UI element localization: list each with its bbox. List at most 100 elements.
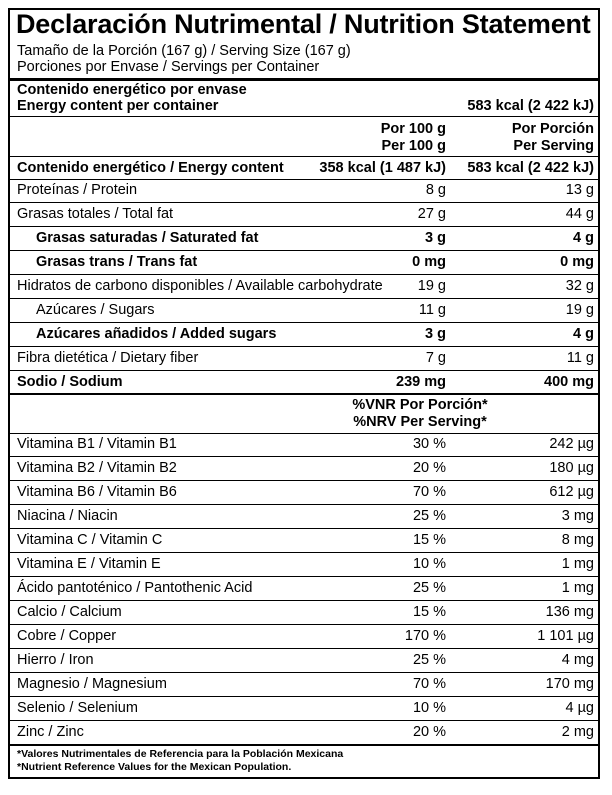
- vitamin-pct: 10 %: [412, 700, 446, 716]
- divider: [10, 298, 598, 299]
- divider: [10, 433, 598, 434]
- vitamin-amount: 3 mg: [561, 508, 594, 524]
- divider: [10, 116, 598, 117]
- nutrient-serving: 32 g: [565, 278, 594, 294]
- divider: [10, 346, 598, 347]
- nutrient-serving: 13 g: [565, 182, 594, 198]
- energy-container-label-en: Energy content per container: [17, 98, 219, 114]
- divider: [10, 552, 598, 553]
- vitamin-pct: 70 %: [412, 676, 446, 692]
- vitamin-label: Vitamina B2 / Vitamin B2: [17, 460, 177, 476]
- servings-per-container: Porciones por Envase / Servings per Cont…: [17, 59, 320, 75]
- divider: [10, 456, 598, 457]
- vitamin-label: Cobre / Copper: [17, 628, 117, 644]
- nutrient-per100: 27 g: [417, 206, 446, 222]
- vitamin-label: Calcio / Calcium: [17, 604, 122, 620]
- serving-size: Tamaño de la Porción (167 g) / Serving S…: [17, 43, 351, 59]
- col-header-per100-en: Per 100 g: [381, 138, 447, 154]
- vitamin-pct: 25 %: [412, 508, 446, 524]
- divider: [10, 179, 598, 180]
- nutrient-serving: 44 g: [565, 206, 594, 222]
- nutrient-per100: 239 mg: [396, 374, 446, 390]
- nutrition-label: Declaración Nutrimental / Nutrition Stat…: [8, 8, 600, 779]
- vitamin-label: Magnesio / Magnesium: [17, 676, 167, 692]
- vitamin-pct: 70 %: [412, 484, 446, 500]
- divider: [10, 576, 598, 577]
- vitamin-pct: 15 %: [412, 532, 446, 548]
- footnote: *Valores Nutrimentales de Referencia par…: [17, 748, 344, 760]
- vitamin-label: Niacina / Niacin: [17, 508, 118, 524]
- vitamin-label: Vitamina E / Vitamin E: [17, 556, 161, 572]
- nutrient-per100: 7 g: [425, 350, 446, 366]
- divider: [10, 370, 598, 371]
- nutrient-serving: 4 g: [573, 230, 594, 246]
- vitamin-label: Vitamina B1 / Vitamin B1: [17, 436, 177, 452]
- vitamin-pct: 10 %: [412, 556, 446, 572]
- nutrient-label: Grasas saturadas / Saturated fat: [36, 230, 259, 246]
- divider: [10, 274, 598, 275]
- nutrient-label: Grasas trans / Trans fat: [36, 254, 198, 270]
- vitamin-amount: 1 mg: [561, 580, 594, 596]
- vitamin-amount: 136 mg: [545, 604, 594, 620]
- footnote: *Nutrient Reference Values for the Mexic…: [17, 761, 292, 773]
- divider: [10, 624, 598, 625]
- vitamin-amount: 180 µg: [549, 460, 594, 476]
- vitamin-amount: 612 µg: [549, 484, 594, 500]
- vitamin-pct: 25 %: [412, 652, 446, 668]
- nutrient-per100: 11 g: [418, 302, 446, 318]
- vitamin-label: Hierro / Iron: [17, 652, 94, 668]
- divider: [10, 696, 598, 697]
- vitamin-amount: 1 mg: [561, 556, 594, 572]
- vitamin-amount: 8 mg: [561, 532, 594, 548]
- vitamin-amount: 4 mg: [561, 652, 594, 668]
- divider: [10, 322, 598, 323]
- nutrient-serving: 0 mg: [560, 254, 594, 270]
- divider: [10, 202, 598, 203]
- vitamin-pct: 30 %: [412, 436, 446, 452]
- vitamin-label: Vitamina B6 / Vitamin B6: [17, 484, 177, 500]
- nutrient-label: Hidratos de carbono disponibles / Availa…: [17, 278, 383, 294]
- nutrient-serving: 19 g: [565, 302, 594, 318]
- energy-container-value: 583 kcal (2 422 kJ): [467, 98, 594, 114]
- nutrient-per100: 19 g: [417, 278, 446, 294]
- vitamin-amount: 170 mg: [545, 676, 594, 692]
- nutrient-per100: 3 g: [425, 326, 446, 342]
- divider: [10, 600, 598, 601]
- col-header-serving-es: Por Porción: [511, 121, 594, 137]
- nutrient-per100: 3 g: [425, 230, 446, 246]
- nutrient-serving: 4 g: [573, 326, 594, 342]
- nutrient-label: Proteínas / Protein: [17, 182, 138, 198]
- energy-row-label: Contenido energético / Energy content: [17, 160, 284, 176]
- vitamin-amount: 242 µg: [549, 436, 594, 452]
- label-title: Declaración Nutrimental / Nutrition Stat…: [16, 9, 591, 39]
- divider: [10, 393, 598, 395]
- vnr-header-en: %NRV Per Serving*: [353, 414, 487, 430]
- nutrient-serving: 400 mg: [544, 374, 594, 390]
- divider: [10, 744, 598, 746]
- nutrient-label: Sodio / Sodium: [17, 374, 123, 390]
- divider: [10, 226, 598, 227]
- vitamin-label: Ácido pantoténico / Pantothenic Acid: [17, 580, 253, 596]
- divider: [10, 504, 598, 505]
- divider: [10, 720, 598, 721]
- nutrient-per100: 0 mg: [412, 254, 446, 270]
- vitamin-amount: 1 101 µg: [537, 628, 594, 644]
- nutrient-label: Azúcares añadidos / Added sugars: [36, 326, 277, 342]
- nutrient-per100: 8 g: [425, 182, 446, 198]
- energy-container-label-es: Contenido energético por envase: [17, 82, 247, 98]
- energy-row-per100: 358 kcal (1 487 kJ): [319, 160, 446, 176]
- vitamin-amount: 2 mg: [561, 724, 594, 740]
- vitamin-pct: 15 %: [412, 604, 446, 620]
- vitamin-pct: 20 %: [412, 724, 446, 740]
- energy-row-serving: 583 kcal (2 422 kJ): [467, 160, 594, 176]
- vitamin-label: Zinc / Zinc: [17, 724, 84, 740]
- vitamin-pct: 20 %: [412, 460, 446, 476]
- nutrient-label: Azúcares / Sugars: [36, 302, 155, 318]
- divider: [10, 672, 598, 673]
- divider: [10, 78, 598, 81]
- nutrient-label: Fibra dietética / Dietary fiber: [17, 350, 199, 366]
- nutrient-serving: 11 g: [566, 350, 594, 366]
- divider: [10, 250, 598, 251]
- divider: [10, 156, 598, 157]
- vitamin-pct: 170 %: [404, 628, 446, 644]
